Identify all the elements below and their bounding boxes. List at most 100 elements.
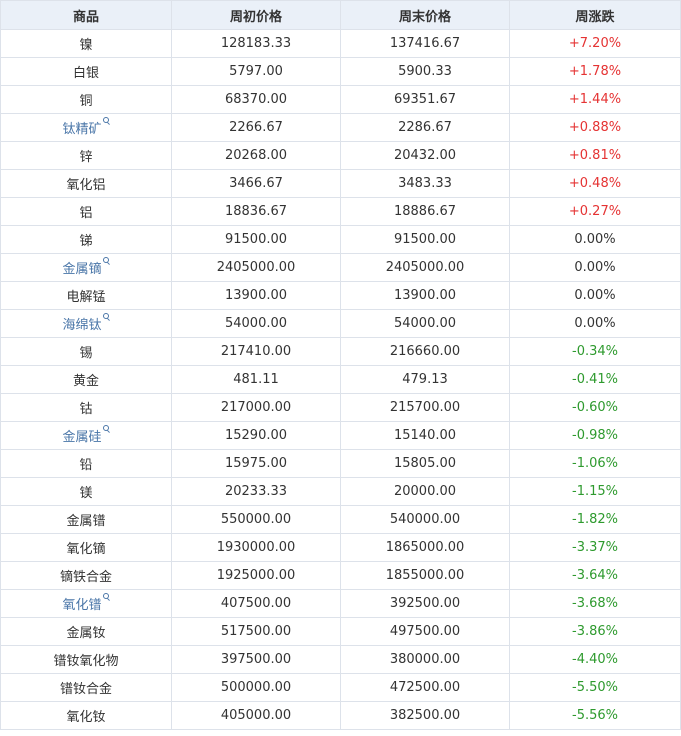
table-row: 金属硅 15290.00 15140.00 -0.98% <box>0 421 681 450</box>
commodity-link[interactable]: 金属镝 <box>62 262 102 277</box>
header-week-change: 周涨跌 <box>509 0 681 30</box>
commodity-cell: 氧化钕 <box>0 701 172 730</box>
week-end-price-cell: 540000.00 <box>340 505 510 534</box>
commodity-cell: 镨钕氧化物 <box>0 645 172 674</box>
week-change-cell: -0.34% <box>509 337 681 366</box>
search-icon[interactable] <box>102 117 110 126</box>
week-change-cell: -1.15% <box>509 477 681 506</box>
week-change-cell: -3.37% <box>509 533 681 562</box>
commodity-link[interactable]: 金属硅 <box>62 430 102 445</box>
table-row: 镨钕合金 500000.00 472500.00 -5.50% <box>0 673 681 702</box>
commodity-cell: 金属钕 <box>0 617 172 646</box>
week-start-price-cell: 517500.00 <box>171 617 341 646</box>
week-end-price-cell: 18886.67 <box>340 197 510 226</box>
commodity-cell: 镝铁合金 <box>0 561 172 590</box>
week-change-cell: 0.00% <box>509 253 681 282</box>
commodity-cell: 铅 <box>0 449 172 478</box>
week-end-price-cell: 20000.00 <box>340 477 510 506</box>
table-row: 氧化镨 407500.00 392500.00 -3.68% <box>0 589 681 618</box>
week-end-price-cell: 15805.00 <box>340 449 510 478</box>
week-end-price-cell: 382500.00 <box>340 701 510 730</box>
table-row: 电解锰 13900.00 13900.00 0.00% <box>0 281 681 310</box>
week-end-price-cell: 1865000.00 <box>340 533 510 562</box>
week-end-price-cell: 3483.33 <box>340 169 510 198</box>
week-start-price-cell: 500000.00 <box>171 673 341 702</box>
week-change-cell: +0.88% <box>509 113 681 142</box>
week-start-price-cell: 397500.00 <box>171 645 341 674</box>
table-row: 镁 20233.33 20000.00 -1.15% <box>0 477 681 506</box>
commodity-cell: 氧化铝 <box>0 169 172 198</box>
week-end-price-cell: 215700.00 <box>340 393 510 422</box>
week-end-price-cell: 2405000.00 <box>340 253 510 282</box>
week-change-cell: -3.64% <box>509 561 681 590</box>
commodity-cell: 锑 <box>0 225 172 254</box>
week-end-price-cell: 137416.67 <box>340 29 510 58</box>
table-row: 锌 20268.00 20432.00 +0.81% <box>0 141 681 170</box>
week-end-price-cell: 20432.00 <box>340 141 510 170</box>
week-start-price-cell: 5797.00 <box>171 57 341 86</box>
search-icon[interactable] <box>102 425 110 434</box>
commodity-cell[interactable]: 金属镝 <box>0 253 172 282</box>
week-change-cell: -1.06% <box>509 449 681 478</box>
week-end-price-cell: 5900.33 <box>340 57 510 86</box>
commodity-cell: 电解锰 <box>0 281 172 310</box>
search-icon[interactable] <box>102 593 110 602</box>
commodity-cell: 镨钕合金 <box>0 673 172 702</box>
header-commodity: 商品 <box>0 0 172 30</box>
week-start-price-cell: 2266.67 <box>171 113 341 142</box>
table-row: 金属钕 517500.00 497500.00 -3.86% <box>0 617 681 646</box>
week-change-cell: -0.98% <box>509 421 681 450</box>
commodity-cell[interactable]: 钛精矿 <box>0 113 172 142</box>
search-icon[interactable] <box>102 257 110 266</box>
commodity-cell[interactable]: 金属硅 <box>0 421 172 450</box>
table-row: 镍 128183.33 137416.67 +7.20% <box>0 29 681 58</box>
week-end-price-cell: 497500.00 <box>340 617 510 646</box>
week-end-price-cell: 69351.67 <box>340 85 510 114</box>
week-start-price-cell: 18836.67 <box>171 197 341 226</box>
week-start-price-cell: 407500.00 <box>171 589 341 618</box>
commodity-cell[interactable]: 海绵钛 <box>0 309 172 338</box>
table-row: 氧化铝 3466.67 3483.33 +0.48% <box>0 169 681 198</box>
table-body: 镍 128183.33 137416.67 +7.20% 白银 5797.00 5900.3… <box>0 29 681 730</box>
week-change-cell: +0.48% <box>509 169 681 198</box>
table-row: 氧化钕 405000.00 382500.00 -5.56% <box>0 701 681 730</box>
commodity-cell: 白银 <box>0 57 172 86</box>
table-row: 镝铁合金 1925000.00 1855000.00 -3.64% <box>0 561 681 590</box>
table-row: 金属镝 2405000.00 2405000.00 0.00% <box>0 253 681 282</box>
week-start-price-cell: 217410.00 <box>171 337 341 366</box>
week-end-price-cell: 2286.67 <box>340 113 510 142</box>
commodity-cell: 氧化镝 <box>0 533 172 562</box>
week-start-price-cell: 1930000.00 <box>171 533 341 562</box>
table-row: 铝 18836.67 18886.67 +0.27% <box>0 197 681 226</box>
commodity-cell: 镁 <box>0 477 172 506</box>
commodity-cell: 铝 <box>0 197 172 226</box>
week-change-cell: -1.82% <box>509 505 681 534</box>
table-row: 白银 5797.00 5900.33 +1.78% <box>0 57 681 86</box>
week-start-price-cell: 13900.00 <box>171 281 341 310</box>
table-row: 铜 68370.00 69351.67 +1.44% <box>0 85 681 114</box>
commodity-link[interactable]: 海绵钛 <box>62 318 102 333</box>
week-change-cell: +0.81% <box>509 141 681 170</box>
week-start-price-cell: 20268.00 <box>171 141 341 170</box>
table-header-row: 商品 周初价格 周末价格 周涨跌 <box>0 0 681 30</box>
week-change-cell: 0.00% <box>509 281 681 310</box>
week-change-cell: +1.78% <box>509 57 681 86</box>
commodity-link[interactable]: 氧化镨 <box>62 598 102 613</box>
week-start-price-cell: 15290.00 <box>171 421 341 450</box>
week-start-price-cell: 91500.00 <box>171 225 341 254</box>
commodity-cell: 金属镨 <box>0 505 172 534</box>
week-end-price-cell: 54000.00 <box>340 309 510 338</box>
week-change-cell: +0.27% <box>509 197 681 226</box>
header-week-end-price: 周末价格 <box>340 0 510 30</box>
commodity-cell[interactable]: 氧化镨 <box>0 589 172 618</box>
commodity-link[interactable]: 钛精矿 <box>62 122 102 137</box>
table-row: 海绵钛 54000.00 54000.00 0.00% <box>0 309 681 338</box>
search-icon[interactable] <box>102 313 110 322</box>
week-change-cell: -3.86% <box>509 617 681 646</box>
table-row: 金属镨 550000.00 540000.00 -1.82% <box>0 505 681 534</box>
week-end-price-cell: 392500.00 <box>340 589 510 618</box>
week-change-cell: 0.00% <box>509 309 681 338</box>
week-change-cell: -0.60% <box>509 393 681 422</box>
week-change-cell: +1.44% <box>509 85 681 114</box>
week-end-price-cell: 472500.00 <box>340 673 510 702</box>
